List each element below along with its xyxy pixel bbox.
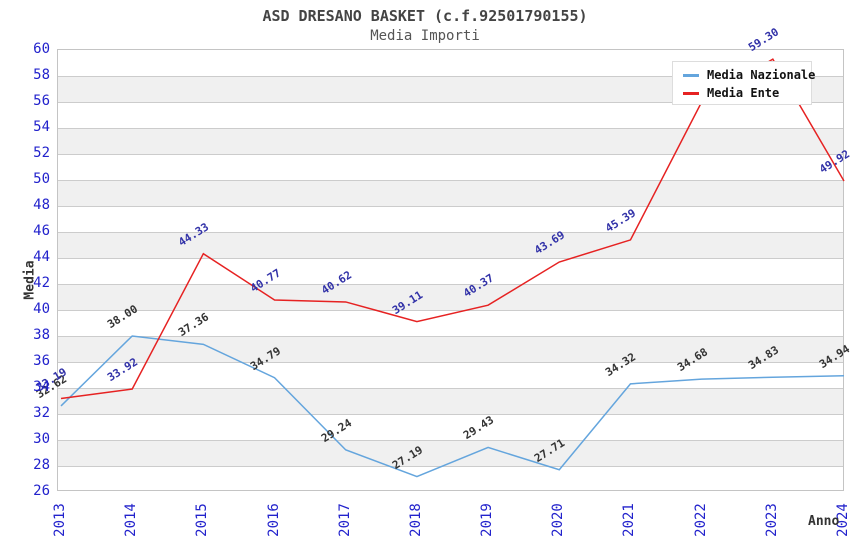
gridline: [58, 102, 843, 103]
y-tick-label: 32: [33, 405, 50, 421]
y-tick-label: 48: [33, 197, 50, 213]
legend-line-icon: [683, 73, 699, 77]
x-tick-label: 2013: [52, 503, 68, 537]
y-tick-label: 44: [33, 249, 50, 265]
legend-item: Media Ente: [673, 84, 811, 102]
y-tick-label: 26: [33, 483, 50, 499]
gridline: [58, 180, 843, 181]
x-tick-label: 2015: [194, 503, 211, 537]
x-tick-label: 2016: [265, 503, 282, 537]
band: [58, 440, 843, 466]
x-tick-label: 2018: [407, 503, 424, 537]
y-tick-label: 46: [33, 223, 50, 239]
y-tick-label: 56: [33, 93, 50, 109]
band: [58, 388, 843, 414]
legend-label: Media Ente: [707, 86, 780, 100]
gridline: [58, 232, 843, 233]
y-tick-label: 52: [33, 145, 50, 161]
y-tick-label: 28: [33, 457, 50, 473]
y-tick-label: 36: [33, 353, 50, 369]
band: [58, 232, 843, 258]
x-tick-label: 2022: [692, 503, 709, 537]
y-tick-label: 34: [33, 379, 50, 395]
gridline: [58, 336, 843, 337]
gridline: [58, 258, 843, 259]
x-tick-label: 2023: [763, 503, 780, 537]
x-tick-label: 2019: [479, 503, 496, 537]
legend-line-icon: [683, 91, 699, 95]
gridline: [58, 414, 843, 415]
gridline: [58, 466, 843, 467]
gridline: [58, 128, 843, 129]
chart-title: ASD DRESANO BASKET (c.f.92501790155): [262, 7, 588, 25]
gridline: [58, 388, 843, 389]
chart-subtitle: Media Importi: [370, 28, 480, 44]
legend-box: Media Nazionale Media Ente: [672, 61, 815, 105]
gridline: [58, 440, 843, 441]
y-tick-label: 40: [33, 301, 50, 317]
x-tick-label: 2020: [550, 503, 567, 537]
gridline: [58, 206, 843, 207]
band: [58, 284, 843, 310]
series-line: [60, 335, 845, 478]
series-line: [60, 58, 845, 400]
gridline: [58, 310, 843, 311]
y-tick-label: 50: [33, 171, 50, 187]
legend-item: Media Nazionale: [673, 66, 815, 84]
gridline: [58, 284, 843, 285]
y-tick-label: 60: [33, 41, 50, 57]
series-lines: [60, 58, 845, 478]
y-tick-label: 30: [33, 431, 50, 447]
y-axis-title: Media: [22, 260, 38, 300]
y-tick-label: 54: [33, 119, 50, 135]
y-tick-label: 38: [33, 327, 50, 343]
x-axis-title: Anno: [808, 514, 840, 529]
gridline: [58, 154, 843, 155]
gridline: [58, 362, 843, 363]
legend-label: Media Nazionale: [707, 68, 816, 82]
band: [58, 128, 843, 154]
gridline: [58, 76, 843, 77]
plot-area: 32.62 38.00 37.36 34.79 29.24 27.19 29.43 27.71…: [34, 26, 850, 491]
x-tick-label: 2014: [123, 503, 140, 537]
y-tick-label: 42: [33, 275, 50, 291]
band: [58, 336, 843, 362]
x-tick-label: 2017: [336, 503, 353, 537]
band: [58, 180, 843, 206]
x-tick-label: 2021: [621, 503, 638, 537]
y-tick-label: 58: [33, 67, 50, 83]
